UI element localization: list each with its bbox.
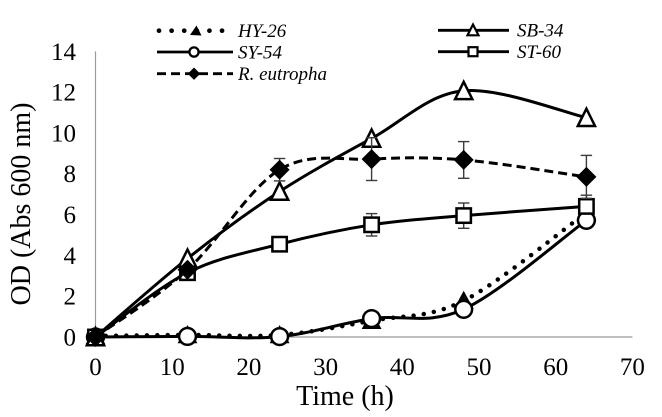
svg-text:10: 10 xyxy=(160,354,185,381)
svg-text:ST-60: ST-60 xyxy=(517,42,561,63)
svg-text:R. eutropha: R. eutropha xyxy=(237,64,327,85)
svg-text:4: 4 xyxy=(64,243,77,270)
svg-text:50: 50 xyxy=(467,354,492,381)
svg-text:SY-54: SY-54 xyxy=(238,42,282,63)
svg-text:6: 6 xyxy=(64,202,77,229)
svg-text:0: 0 xyxy=(64,324,77,351)
svg-text:70: 70 xyxy=(620,354,645,381)
svg-text:12: 12 xyxy=(51,80,76,107)
svg-text:2: 2 xyxy=(64,284,77,311)
svg-text:30: 30 xyxy=(313,354,338,381)
svg-text:20: 20 xyxy=(236,354,261,381)
svg-text:14: 14 xyxy=(51,39,77,66)
svg-text:OD (Abs 600 nm): OD (Abs 600 nm) xyxy=(6,103,37,306)
svg-text:HY-26: HY-26 xyxy=(237,21,287,42)
svg-text:SB-34: SB-34 xyxy=(517,21,564,42)
svg-text:40: 40 xyxy=(390,354,415,381)
svg-text:60: 60 xyxy=(543,354,568,381)
svg-text:8: 8 xyxy=(64,161,77,188)
svg-text:10: 10 xyxy=(51,120,76,147)
svg-text:Time (h): Time (h) xyxy=(296,381,394,412)
svg-text:0: 0 xyxy=(89,354,102,381)
